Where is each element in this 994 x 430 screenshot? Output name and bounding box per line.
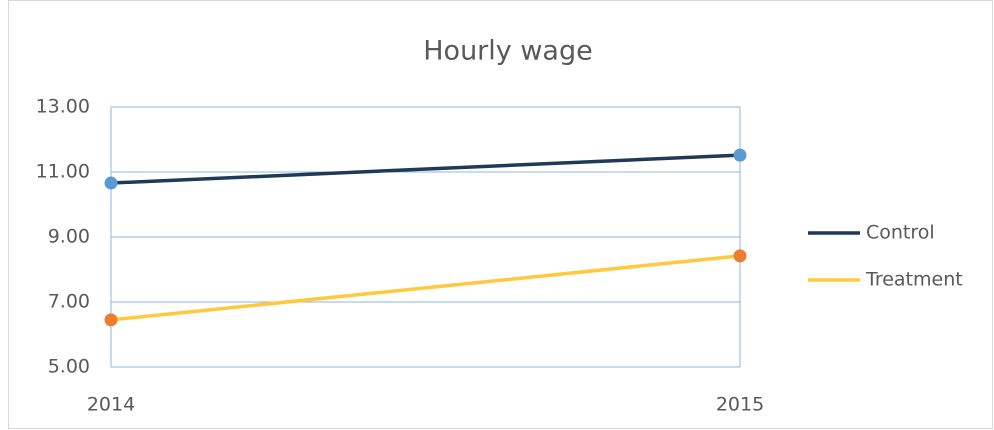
y-tick-label: 13.00 [36,96,90,118]
y-tick-label: 7.00 [48,291,90,313]
y-tick-label: 9.00 [48,226,90,248]
data-point [733,249,747,263]
data-point [104,176,118,190]
series-line [110,153,741,185]
chart-frame [8,0,993,429]
legend-label: Control [866,222,935,244]
x-tick-label: 2015 [716,394,764,416]
legend-label: Treatment [865,269,963,291]
x-tick-label: 2014 [87,394,135,416]
data-point [733,148,747,162]
series-line [110,254,741,322]
chart-title: Hourly wage [423,36,592,67]
data-point [104,313,118,327]
y-tick-label: 5.00 [48,356,90,378]
y-tick-label: 11.00 [36,161,90,183]
